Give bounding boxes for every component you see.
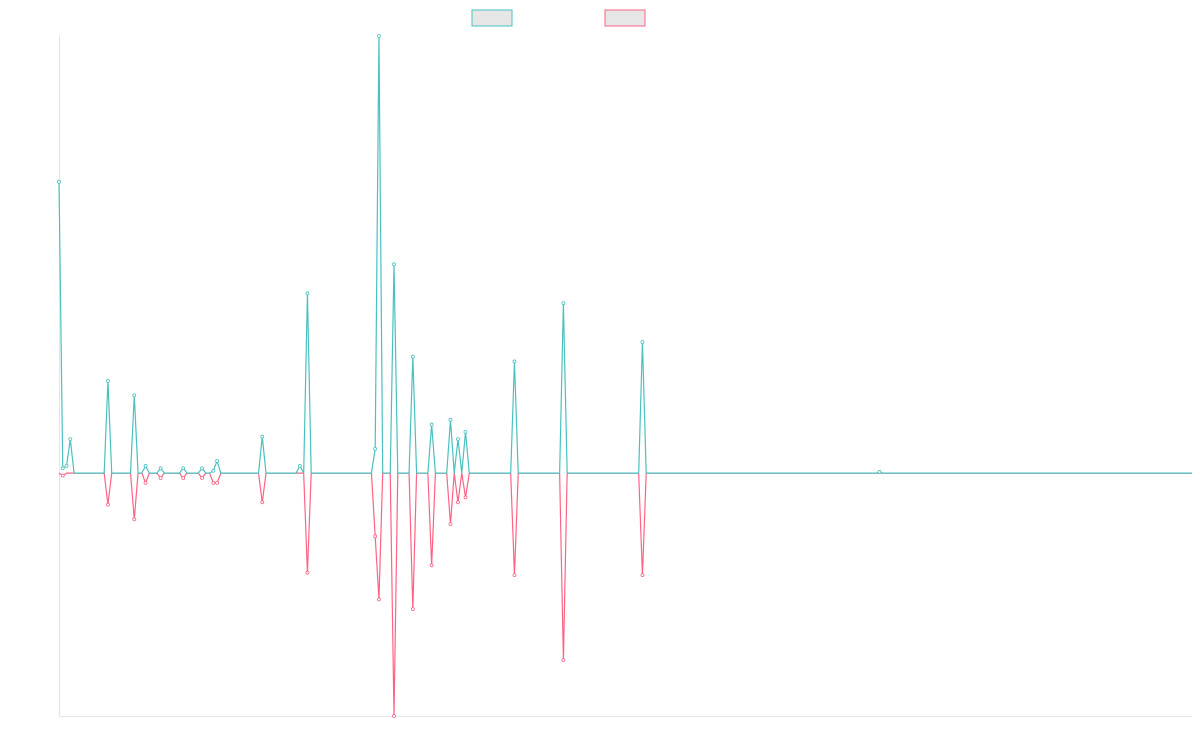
series-a-line [58,35,1192,474]
legend-swatch-series-b[interactable] [604,9,646,27]
data-point[interactable] [143,463,148,468]
data-point[interactable] [132,517,137,522]
data-point[interactable] [512,573,517,578]
data-point[interactable] [456,437,460,442]
data-point[interactable] [429,563,434,568]
data-point[interactable] [143,480,148,485]
data-point[interactable] [463,429,468,434]
data-point[interactable] [448,417,453,422]
data-point[interactable] [561,658,566,663]
data-point[interactable] [561,301,566,306]
data-point[interactable] [158,466,163,471]
legend-swatch-series-a[interactable] [471,9,513,27]
data-point[interactable] [305,291,310,296]
series-b-line [58,472,1192,717]
data-point[interactable] [211,468,216,473]
data-point[interactable] [200,466,204,471]
data-point[interactable] [181,476,186,480]
data-point[interactable] [106,378,110,383]
data-point[interactable] [377,597,381,602]
data-point[interactable] [463,495,468,500]
series-a [57,34,1192,474]
data-point[interactable] [181,466,186,471]
data-point[interactable] [392,262,396,267]
data-point[interactable] [410,607,415,612]
data-point[interactable] [211,480,216,485]
data-point[interactable] [64,463,69,468]
data-point[interactable] [448,522,453,527]
series-layer [57,34,1192,718]
data-point[interactable] [640,573,645,578]
data-point[interactable] [200,476,204,480]
data-point[interactable] [377,34,381,38]
data-point[interactable] [158,476,163,480]
data-point[interactable] [373,446,378,451]
series-b [58,472,1192,718]
data-point[interactable] [68,437,73,442]
data-point[interactable] [132,393,137,398]
data-point[interactable] [260,500,265,505]
data-point[interactable] [260,434,265,439]
data-point[interactable] [57,179,61,184]
data-point[interactable] [877,470,882,474]
data-point[interactable] [60,466,65,471]
data-point[interactable] [60,473,65,478]
data-point[interactable] [392,714,396,718]
data-point[interactable] [429,422,434,427]
data-point[interactable] [106,502,110,507]
data-point[interactable] [373,534,378,539]
data-point[interactable] [410,354,415,359]
data-point[interactable] [512,359,517,364]
data-point[interactable] [215,480,219,485]
data-point[interactable] [640,340,645,344]
data-point[interactable] [215,459,219,463]
data-point[interactable] [456,500,460,505]
data-point[interactable] [305,570,310,575]
axes [59,36,1192,717]
data-point[interactable] [297,463,302,468]
legend [471,9,646,27]
